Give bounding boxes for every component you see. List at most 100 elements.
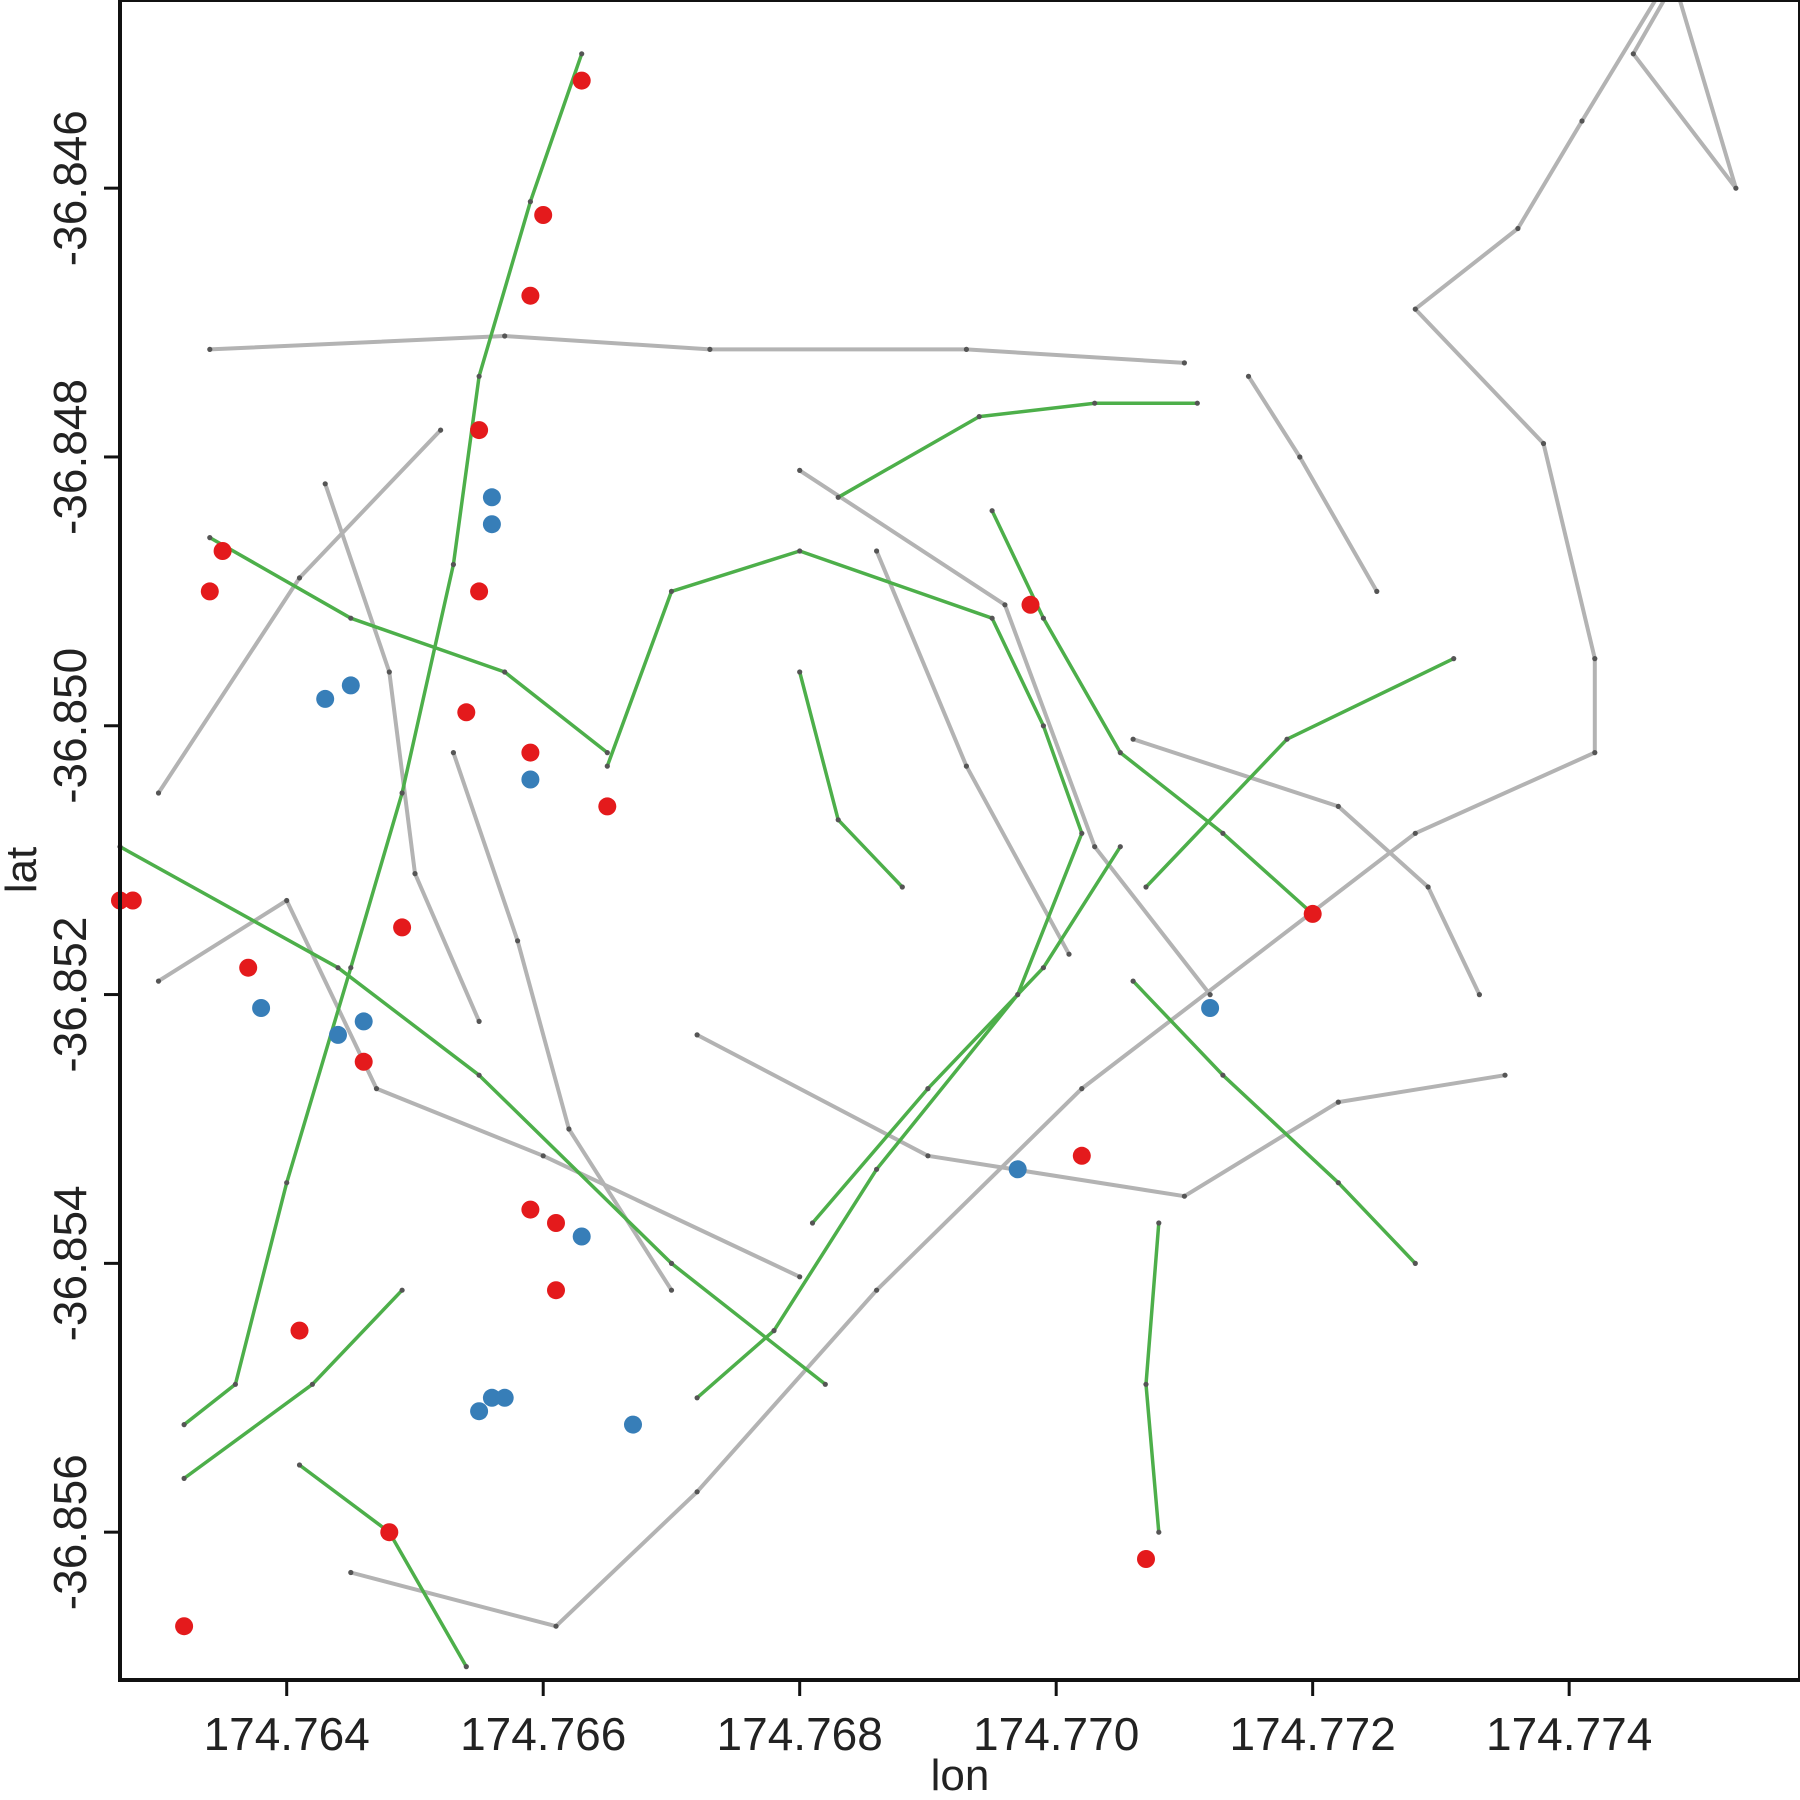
red-point [123,891,142,910]
network-node [1592,750,1598,756]
blue-point [624,1415,642,1434]
network-node [1579,118,1585,124]
network-node [450,561,456,568]
blue-point [316,689,335,708]
network-node [155,790,162,796]
red-point [393,918,412,937]
network-node [527,199,534,205]
network-node [399,790,405,796]
network-node [797,467,803,473]
route-segment-1 [208,535,610,755]
network-node [155,978,162,984]
blue-point [470,1402,489,1421]
x-tick-label: 174.768 [717,1708,883,1760]
network-node [1451,656,1457,662]
road-segment-0 [348,0,1738,1629]
blue-point [572,1227,591,1246]
network-node [284,1180,290,1186]
network-node [476,1018,482,1024]
network-node [1220,830,1226,836]
red-point [521,286,540,305]
network-node [207,535,213,541]
route-segment-12 [810,844,1123,1225]
network-node [989,615,995,621]
network-node [668,588,675,595]
network-node [1181,360,1187,366]
network-node [348,1569,354,1576]
network-node [925,1153,931,1159]
network-node [1335,1180,1341,1186]
route-segment-6 [1131,979,1418,1266]
network-node [579,51,585,57]
network-node [348,615,354,621]
blue-point [329,1025,347,1044]
red-point [213,542,232,560]
network-node [1092,844,1098,850]
network-node [1245,373,1252,379]
network-node [1015,992,1021,998]
blue-point [482,515,501,534]
red-point [521,743,540,762]
network-node [463,1664,469,1670]
network-node [181,1422,187,1428]
network-node [1143,1381,1149,1387]
network-node [322,481,328,487]
network-node [1156,1529,1162,1535]
network-node [1066,951,1072,957]
network-node [309,1381,315,1387]
network-node [1040,723,1046,729]
red-point [534,206,553,224]
network-node [540,1153,546,1159]
red-point [200,582,219,601]
network-node [1040,615,1046,621]
x-tick-label: 174.764 [204,1708,370,1760]
node-layer [117,51,1739,1670]
red-point [1303,904,1322,923]
y-tick-label: -36.850 [44,648,96,804]
red-point [470,421,489,440]
road-segment-8 [451,750,674,1293]
network-node [797,669,803,675]
y-tick-label: -36.852 [44,917,96,1073]
network-node [1130,736,1136,742]
network-node [373,1086,380,1092]
network-node [694,1395,700,1401]
network-node [296,1462,303,1468]
network-node [399,1287,405,1293]
network-node [438,427,444,433]
red-point [457,703,476,722]
network-node [1335,803,1341,810]
network-node [476,1072,482,1078]
x-tick-label: 174.766 [460,1708,626,1760]
route-segment-8 [836,401,1200,500]
network-node [925,1086,931,1092]
blue-point [341,676,360,695]
network-node [874,1287,880,1293]
network-node [450,750,456,756]
network-node [797,1274,803,1280]
network-node [1374,588,1380,595]
network-node [1181,1193,1187,1199]
x-tick-label: 174.772 [1230,1708,1396,1760]
network-node [707,346,713,352]
x-tick-label: 174.774 [1486,1708,1652,1760]
network-node [797,548,803,554]
network-node [694,1489,700,1495]
network-node [207,346,213,352]
blue-point [521,770,540,789]
network-node [1592,656,1598,662]
network-node [1092,400,1098,406]
network-node [874,1166,880,1172]
network-node [566,1126,572,1132]
network-node [604,750,610,756]
network-node [1117,844,1123,850]
network-node [822,1381,828,1387]
network-node [1476,992,1482,998]
network-node [412,871,418,877]
red-point [547,1281,565,1300]
network-node [1540,440,1547,447]
red-point [354,1052,373,1071]
network-node [476,373,482,379]
network-node [1117,750,1123,756]
